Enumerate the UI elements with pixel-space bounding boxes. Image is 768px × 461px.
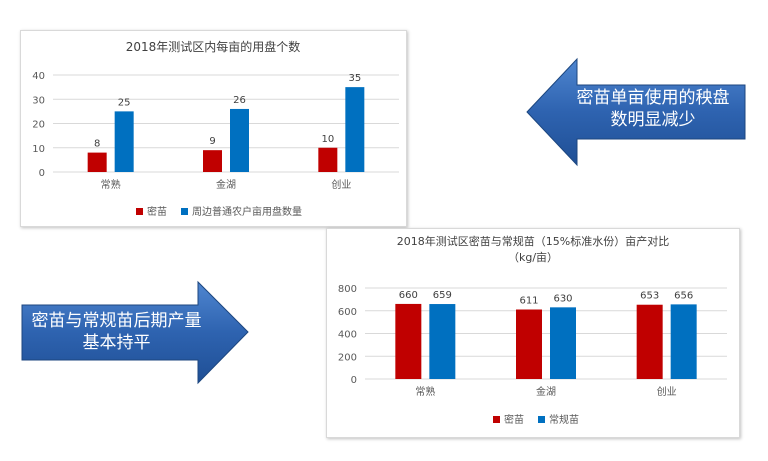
left-arrow-callout: 密苗单亩使用的秧盘数明显减少 xyxy=(525,57,750,167)
tray-count-chart: 2018年测试区内每亩的用盘个数 0 10 20 30 40 8 25 常熟 9 26 金湖 10 35 创… xyxy=(32,39,399,218)
data-label: 10 xyxy=(321,134,334,145)
legend-swatch xyxy=(538,416,545,423)
legend-swatch xyxy=(136,208,143,215)
chart-subtitle: （kg/亩） xyxy=(508,250,558,264)
x-category-label: 金湖 xyxy=(536,385,556,398)
y-tick-label: 20 xyxy=(32,120,45,131)
legend-label: 常规苗 xyxy=(549,413,579,426)
data-label: 35 xyxy=(348,73,361,84)
bar xyxy=(87,152,107,172)
data-label: 653 xyxy=(640,291,659,302)
right-arrow-text: 密苗与常规苗后期产量基本持平 xyxy=(31,311,202,353)
chart-panel-tray-count: 2018年测试区内每亩的用盘个数 0 10 20 30 40 8 25 常熟 9 26 金湖 10 35 创… xyxy=(20,30,407,227)
x-category-label: 创业 xyxy=(331,178,351,191)
bar xyxy=(550,307,576,379)
bar xyxy=(114,111,134,172)
x-category-label: 常熟 xyxy=(101,178,121,191)
y-tick-label: 30 xyxy=(32,95,45,106)
chart-title: 2018年测试区内每亩的用盘个数 xyxy=(126,39,301,54)
data-label: 26 xyxy=(233,95,246,106)
right-arrow-callout: 密苗与常规苗后期产量基本持平 xyxy=(20,280,250,385)
data-label: 656 xyxy=(674,290,693,301)
data-label: 630 xyxy=(553,293,572,304)
yield-comparison-chart: 2018年测试区密苗与常规苗（15%标准水份）亩产对比 （kg/亩） 0 200 400… xyxy=(338,234,727,426)
bar xyxy=(670,304,697,379)
y-tick-label: 800 xyxy=(338,284,357,295)
data-label: 611 xyxy=(519,295,538,306)
data-label: 659 xyxy=(433,290,452,301)
x-category-label: 金湖 xyxy=(216,178,236,191)
chart-title: 2018年测试区密苗与常规苗（15%标准水份）亩产对比 xyxy=(397,234,669,248)
left-arrow-text: 密苗单亩使用的秧盘数明显减少 xyxy=(576,88,730,130)
x-category-label: 创业 xyxy=(657,385,677,398)
bar xyxy=(230,108,249,172)
bar xyxy=(318,147,338,172)
data-label: 660 xyxy=(399,290,418,301)
bar xyxy=(395,303,422,379)
legend-label: 密苗 xyxy=(504,413,524,426)
chart-panel-yield: 2018年测试区密苗与常规苗（15%标准水份）亩产对比 （kg/亩） 0 200 400… xyxy=(326,228,740,438)
legend-swatch xyxy=(493,416,500,423)
data-label: 25 xyxy=(118,97,131,108)
x-category-label: 常熟 xyxy=(415,385,435,398)
legend-swatch xyxy=(181,208,188,215)
right-arrow-shape xyxy=(21,280,249,385)
y-tick-label: 10 xyxy=(32,144,45,155)
legend-label: 密苗 xyxy=(147,205,167,218)
data-label: 9 xyxy=(209,136,215,147)
bar xyxy=(636,304,663,379)
bar xyxy=(203,150,222,172)
y-tick-label: 0 xyxy=(39,168,45,179)
y-tick-label: 200 xyxy=(338,352,357,363)
y-tick-label: 600 xyxy=(338,307,357,318)
bar xyxy=(429,304,456,379)
legend-label: 周边普通农户亩用盘数量 xyxy=(192,205,302,218)
data-label: 8 xyxy=(94,139,100,150)
left-arrow-shape xyxy=(526,57,746,167)
bar xyxy=(345,87,365,172)
y-tick-label: 40 xyxy=(32,71,45,82)
y-tick-label: 400 xyxy=(338,330,357,341)
y-tick-label: 0 xyxy=(351,375,357,386)
bar xyxy=(516,309,542,379)
